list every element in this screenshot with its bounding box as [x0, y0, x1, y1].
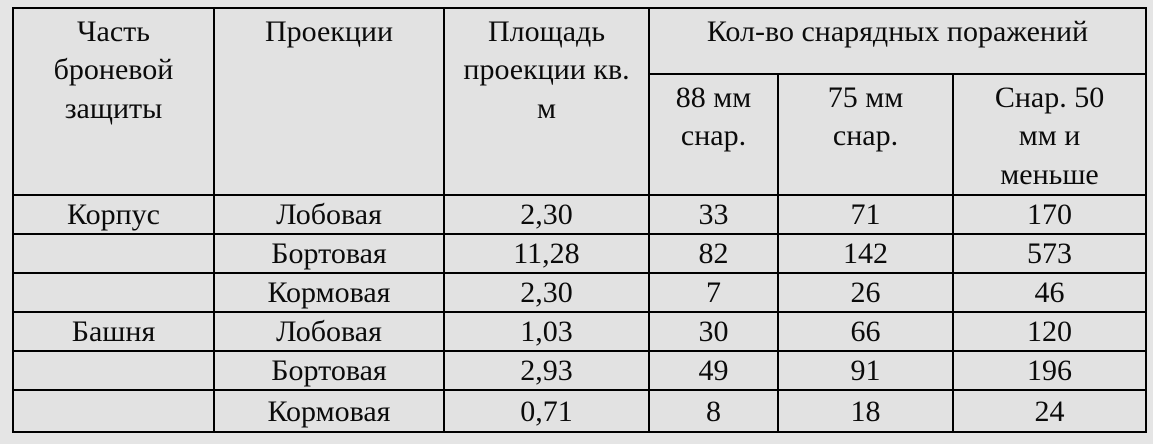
cell-hits-88: 33 — [648, 194, 779, 236]
cell-hits-75: 26 — [777, 272, 954, 314]
table-row: Башня Лобовая 1,03 30 66 120 — [12, 311, 1148, 353]
cell-hits-50: 196 — [951, 350, 1148, 392]
cell-armor-part: Корпус — [12, 194, 215, 236]
cell-area: 2,93 — [443, 350, 650, 392]
cell-area: 0,71 — [443, 389, 650, 434]
cell-projection: Кормовая — [213, 272, 445, 314]
cell-area: 2,30 — [443, 194, 650, 236]
cell-hits-50: 573 — [951, 233, 1148, 275]
cell-projection: Лобовая — [213, 194, 445, 236]
header-row-group: Часть броневой защиты Проекции Площадь п… — [12, 6, 1148, 197]
cell-hits-75: 18 — [777, 389, 954, 434]
table-row: Корпус Лобовая 2,30 33 71 170 — [12, 194, 1148, 236]
col-header-88mm: 88 мм снар. — [648, 72, 779, 197]
col-header-hits-group: Кол-во снарядных поражений — [647, 7, 1148, 75]
cell-area: 11,28 — [443, 233, 650, 275]
cell-hits-75: 91 — [777, 350, 954, 392]
cell-hits-50: 46 — [951, 272, 1148, 314]
col-header-50mm: Снар. 50 мм и меньше — [951, 72, 1148, 197]
cell-projection: Лобовая — [213, 311, 445, 353]
header-row-sub: 88 мм снар. 75 мм снар. Снар. 50 мм и ме… — [13, 72, 1148, 197]
cell-projection: Бортовая — [213, 233, 445, 275]
cell-hits-88: 7 — [648, 272, 779, 314]
cell-hits-88: 82 — [648, 233, 779, 275]
cell-armor-part — [12, 389, 215, 434]
cell-armor-part — [12, 350, 215, 392]
col-header-area: Площадь проекции кв. м — [443, 6, 650, 197]
cell-hits-50: 170 — [951, 194, 1148, 236]
cell-projection: Кормовая — [213, 389, 445, 434]
col-header-armor-part: Часть броневой защиты — [12, 6, 215, 197]
cell-hits-50: 24 — [951, 389, 1148, 434]
cell-hits-75: 66 — [777, 311, 954, 353]
cell-armor-part — [12, 233, 215, 275]
cell-hits-75: 71 — [777, 194, 954, 236]
col-header-75mm: 75 мм снар. — [777, 72, 954, 197]
armor-hits-table: Часть броневой защиты Проекции Площадь п… — [12, 6, 1148, 434]
cell-hits-50: 120 — [951, 311, 1148, 353]
table-row: Кормовая 0,71 8 18 24 — [12, 389, 1148, 434]
cell-armor-part: Башня — [12, 311, 215, 353]
cell-armor-part — [12, 272, 215, 314]
cell-area: 2,30 — [443, 272, 650, 314]
cell-hits-88: 49 — [648, 350, 779, 392]
cell-hits-88: 8 — [648, 389, 779, 434]
table-row: Бортовая 2,93 49 91 196 — [12, 350, 1148, 392]
table-row: Бортовая 11,28 82 142 573 — [12, 233, 1148, 275]
col-header-projection: Проекции — [213, 6, 445, 197]
table-row: Кормовая 2,30 7 26 46 — [12, 272, 1148, 314]
cell-hits-75: 142 — [777, 233, 954, 275]
cell-hits-88: 30 — [648, 311, 779, 353]
cell-projection: Бортовая — [213, 350, 445, 392]
cell-area: 1,03 — [443, 311, 650, 353]
